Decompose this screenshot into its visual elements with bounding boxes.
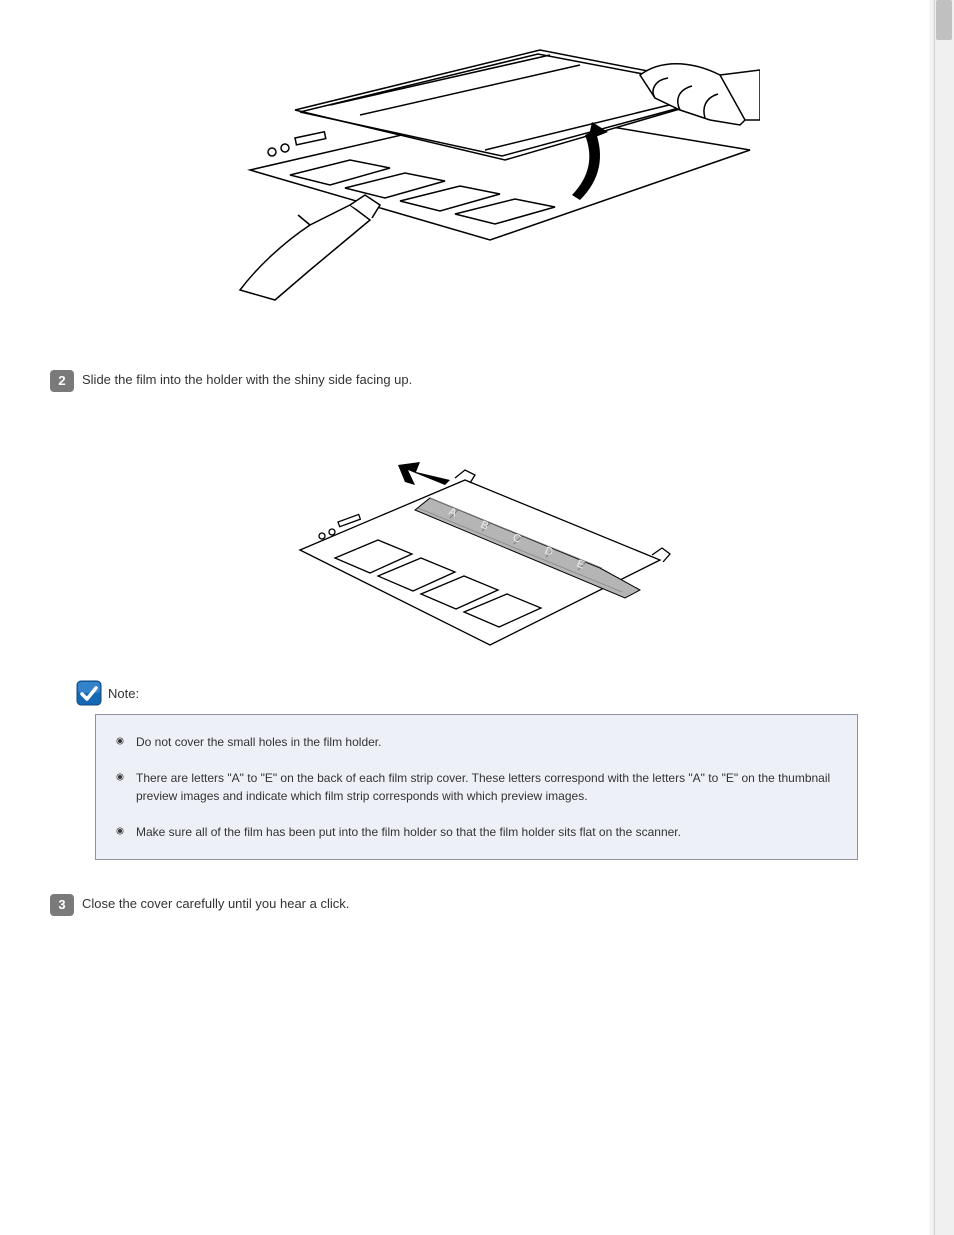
- illustration-open-holder: [200, 20, 760, 340]
- note-item: Make sure all of the film has been put i…: [116, 823, 837, 841]
- bullet-icon: [116, 737, 124, 745]
- note-item: Do not cover the small holes in the film…: [116, 733, 837, 751]
- note-icon: [76, 680, 102, 706]
- note-label: Note:: [108, 686, 139, 701]
- step-2-text: Slide the film into the holder with the …: [82, 372, 412, 387]
- step-2-number: 2: [58, 373, 65, 388]
- note-text-1: Do not cover the small holes in the film…: [136, 733, 837, 751]
- note-item: There are letters "A" to "E" on the back…: [116, 769, 837, 805]
- page-content: 2 Slide the film into the holder with th…: [0, 0, 928, 1235]
- scrollbar-thumb[interactable]: [936, 0, 952, 40]
- step-3-text: Close the cover carefully until you hear…: [82, 896, 349, 911]
- note-text-3: Make sure all of the film has been put i…: [136, 823, 837, 841]
- step-2-badge: 2: [50, 370, 74, 392]
- step-3-badge: 3: [50, 894, 74, 916]
- bullet-icon: [116, 827, 124, 835]
- scrollbar-track[interactable]: [934, 0, 954, 1235]
- bullet-icon: [116, 773, 124, 781]
- note-text-2: There are letters "A" to "E" on the back…: [136, 769, 837, 805]
- note-box: Do not cover the small holes in the film…: [95, 714, 858, 860]
- step-3-number: 3: [58, 897, 65, 912]
- illustration-slide-film: A B C D E: [280, 430, 680, 670]
